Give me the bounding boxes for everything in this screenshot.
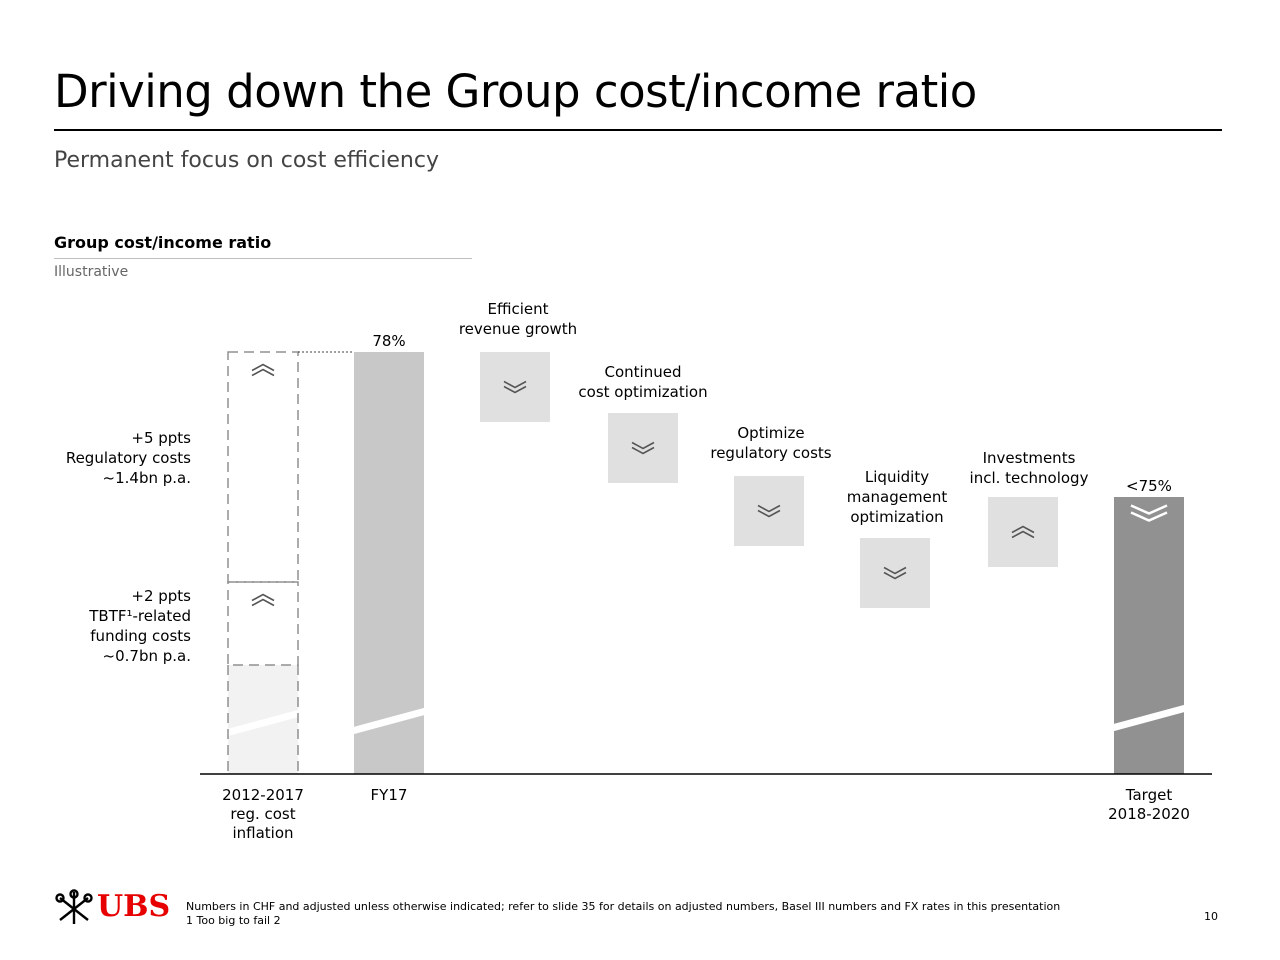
efficient-revenue-down-chevron-icon bbox=[503, 380, 527, 394]
chart-title: Group cost/income ratio bbox=[54, 233, 272, 252]
regulatory-costs-opt-down-chevron-icon bbox=[757, 504, 781, 518]
liquidity-management-label-line-1: Liquidity bbox=[865, 468, 929, 486]
liquidity-management-down-chevron-icon bbox=[883, 566, 907, 580]
investments-label-line-1: Investments bbox=[983, 449, 1076, 467]
tbtf-funding-up-chevron-icon bbox=[251, 593, 275, 607]
ubs-logo-text: UBS bbox=[97, 889, 171, 924]
title-divider bbox=[54, 129, 1222, 131]
regulatory-costs-label-line-1: +5 ppts bbox=[131, 429, 191, 447]
regulatory-costs-opt-label-line-2: regulatory costs bbox=[710, 444, 831, 462]
investments-up-chevron-icon bbox=[1011, 525, 1035, 539]
ubs-keys-logo-icon bbox=[55, 889, 93, 924]
liquidity-management-label-line-2: management bbox=[847, 488, 948, 506]
target-bar bbox=[1114, 497, 1184, 774]
regulatory-costs-opt-label-line-1: Optimize bbox=[737, 424, 804, 442]
waterfall-chart: +5 ppts Regulatory costs ~1.4bn p.a. +2 ppt… bbox=[66, 300, 1212, 842]
tbtf-funding-label-line-2: TBTF¹-related bbox=[88, 607, 191, 625]
regulatory-costs-dashed-box bbox=[227, 351, 299, 583]
footnote-line-1: Numbers in CHF and adjusted unless other… bbox=[186, 900, 1061, 913]
target-value-label: <75% bbox=[1126, 477, 1172, 495]
target-down-chevron-icon bbox=[1130, 504, 1168, 522]
investments-label-line-2: incl. technology bbox=[970, 469, 1089, 487]
regulatory-costs-label-line-2: Regulatory costs bbox=[66, 449, 191, 467]
efficient-revenue-label-line-1: Efficient bbox=[487, 300, 548, 318]
tbtf-funding-label-line-1: +2 ppts bbox=[131, 587, 191, 605]
x-tick-inflation-line-1: 2012-2017 bbox=[222, 786, 304, 804]
tbtf-funding-dashed-box bbox=[227, 581, 299, 666]
chart-title-divider bbox=[54, 258, 472, 259]
efficient-revenue-label-line-2: revenue growth bbox=[459, 320, 577, 338]
tbtf-funding-label-line-4: ~0.7bn p.a. bbox=[103, 647, 191, 665]
fy17-value-label: 78% bbox=[372, 332, 405, 350]
cost-optimization-down-chevron-icon bbox=[631, 441, 655, 455]
x-tick-fy17-line-1: FY17 bbox=[371, 786, 408, 804]
fy17-axis-break bbox=[351, 707, 427, 735]
page-number: 10 bbox=[1204, 910, 1218, 923]
page-subtitle: Permanent focus on cost efficiency bbox=[54, 148, 439, 173]
x-tick-inflation-line-3: inflation bbox=[232, 824, 293, 842]
chart-note: Illustrative bbox=[54, 264, 129, 280]
cost-optimization-label-line-1: Continued bbox=[605, 363, 682, 381]
tbtf-funding-label-line-3: funding costs bbox=[90, 627, 191, 645]
fy17-bar bbox=[354, 352, 424, 774]
x-tick-target-line-1: Target bbox=[1125, 786, 1173, 804]
inflation-axis-break bbox=[225, 709, 301, 737]
footnote: Numbers in CHF and adjusted unless other… bbox=[186, 900, 1060, 928]
page-title: Driving down the Group cost/income ratio bbox=[54, 65, 977, 118]
liquidity-management-label-line-3: optimization bbox=[850, 508, 943, 526]
regulatory-costs-label-line-3: ~1.4bn p.a. bbox=[103, 469, 191, 487]
footnote-line-2: 1 Too big to fail 2 bbox=[186, 914, 281, 927]
x-tick-target-line-2: 2018-2020 bbox=[1108, 805, 1190, 823]
x-tick-inflation-line-2: reg. cost bbox=[230, 805, 295, 823]
regulatory-costs-up-chevron-icon bbox=[251, 363, 275, 377]
cost-optimization-label-line-2: cost optimization bbox=[578, 383, 707, 401]
target-axis-break bbox=[1111, 704, 1187, 732]
